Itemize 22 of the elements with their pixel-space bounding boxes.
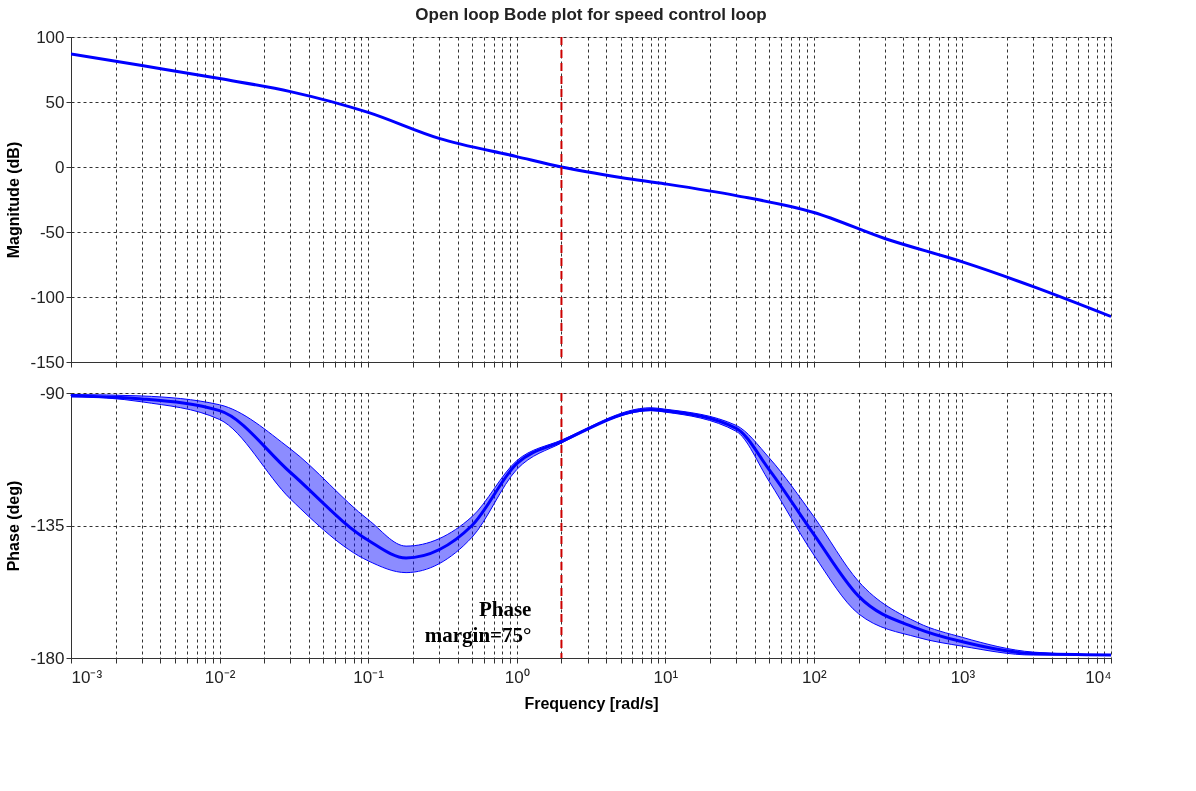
x-tick-label: 10⁻² (204, 667, 236, 687)
x-tick-label: 10¹ (653, 667, 679, 687)
y-tick-label: -135 (30, 516, 65, 535)
y-tick-label: -100 (30, 287, 65, 307)
y-tick-label: 0 (55, 157, 65, 177)
y-tick-label: -90 (39, 383, 65, 403)
y-tick-label: 100 (36, 27, 65, 47)
x-tick-label: 10⁰ (504, 667, 530, 687)
x-tick-label: 10⁻³ (71, 667, 103, 687)
y-axis-title: Magnitude (dB) (5, 141, 23, 259)
y-tick-label: -50 (39, 222, 65, 242)
y-tick-label: -150 (30, 352, 65, 372)
x-tick-label: 10⁻¹ (353, 667, 385, 687)
annotation: Phase margin=75° (424, 597, 532, 648)
x-tick-label: 10⁴ (1085, 667, 1112, 687)
y-axis-title: Phase (deg) (5, 480, 23, 572)
x-tick-label: 10³ (950, 667, 976, 687)
x-tick-label: 10² (802, 667, 827, 687)
x-axis-title: Frequency [rad/s] (524, 694, 659, 712)
y-tick-label: -180 (30, 648, 65, 668)
chart-title: Open loop Bode plot for speed control loop (415, 5, 767, 24)
y-tick-label: 50 (45, 92, 65, 112)
